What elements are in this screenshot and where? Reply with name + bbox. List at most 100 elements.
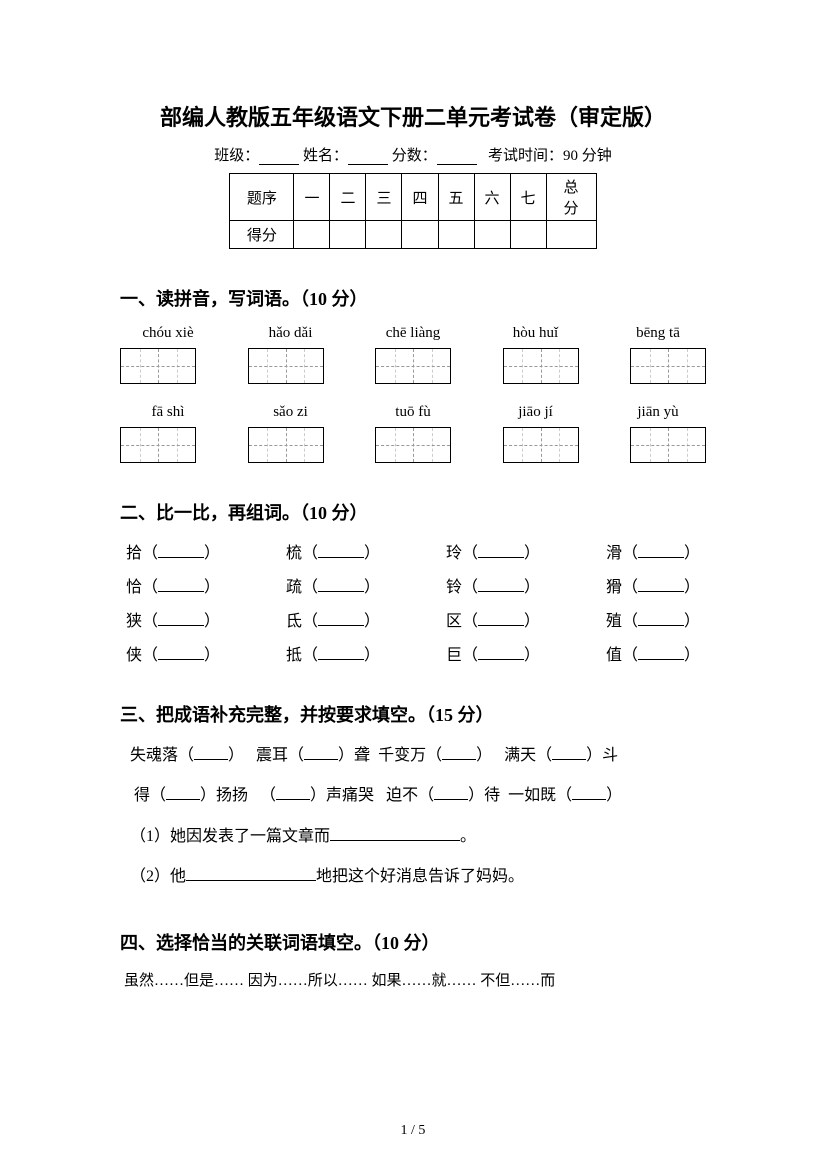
compare-item: 抵（）: [286, 641, 380, 665]
compare-blank[interactable]: [158, 544, 204, 558]
compare-row: 狭（）氐（）区（）殖（）: [120, 607, 706, 631]
score-cell[interactable]: [474, 221, 510, 249]
score-blank[interactable]: [437, 150, 477, 165]
fill-sentence-1: （1）她因发表了一篇文章而。: [120, 822, 706, 852]
char-box[interactable]: [630, 348, 706, 384]
score-cell[interactable]: [402, 221, 438, 249]
score-row-label: 得分: [230, 221, 294, 249]
name-label: 姓名：: [303, 148, 348, 164]
score-table: 题序 一 二 三 四 五 六 七 总分 得分: [229, 173, 596, 249]
section-4-header: 四、选择恰当的关联词语填空。（10 分）: [120, 929, 706, 955]
compare-item: 玲（）: [446, 539, 540, 563]
idiom-text: 震耳（: [256, 747, 304, 764]
compare-item: 区（ ）: [446, 607, 540, 631]
pinyin-item: jiāo jí: [488, 404, 584, 421]
score-cell[interactable]: [294, 221, 330, 249]
compare-blank[interactable]: [158, 612, 204, 626]
char-box[interactable]: [375, 348, 451, 384]
compare-blank[interactable]: [478, 578, 524, 592]
compare-blank[interactable]: [638, 578, 684, 592]
fill-blank[interactable]: [186, 867, 316, 881]
char-box[interactable]: [120, 348, 196, 384]
compare-row: 拾（）梳（）玲（）滑（）: [120, 539, 706, 563]
pinyin-item: tuō fù: [365, 404, 461, 421]
compare-blank[interactable]: [158, 646, 204, 660]
box-row-2: [120, 427, 706, 463]
idiom-blank[interactable]: [304, 746, 338, 760]
idiom-blank[interactable]: [572, 786, 606, 800]
compare-close: ）: [684, 545, 700, 562]
compare-blank[interactable]: [318, 544, 364, 558]
score-cell[interactable]: [438, 221, 474, 249]
name-blank[interactable]: [348, 150, 388, 165]
idiom-blank[interactable]: [166, 786, 200, 800]
char-box[interactable]: [248, 348, 324, 384]
box-row-1: [120, 348, 706, 384]
compare-item: 恰（）: [126, 573, 220, 597]
compare-char: 区（: [446, 613, 478, 630]
compare-char: 巨（: [446, 647, 478, 664]
idiom-text: 失魂落（: [130, 747, 194, 764]
score-cell[interactable]: [366, 221, 402, 249]
idiom-blank[interactable]: [194, 746, 228, 760]
idiom-blank[interactable]: [552, 746, 586, 760]
section-3: 三、把成语补充完整，并按要求填空。（15 分） 失魂落（） 震耳（）聋 千变万（…: [120, 701, 706, 893]
compare-item: 值（）: [606, 641, 700, 665]
compare-item: 猾（）: [606, 573, 700, 597]
idiom-text: ）: [228, 747, 244, 764]
compare-close: ）: [524, 647, 540, 664]
compare-blank[interactable]: [478, 544, 524, 558]
compare-item: 滑（ ）: [606, 539, 700, 563]
section-3-header: 三、把成语补充完整，并按要求填空。（15 分）: [120, 701, 706, 727]
idiom-blank[interactable]: [442, 746, 476, 760]
compare-blank[interactable]: [318, 612, 364, 626]
idiom-text: 千变万（: [378, 747, 442, 764]
class-blank[interactable]: [259, 150, 299, 165]
idiom-blank[interactable]: [276, 786, 310, 800]
char-box[interactable]: [375, 427, 451, 463]
compare-blank[interactable]: [638, 612, 684, 626]
class-label: 班级：: [214, 148, 259, 164]
compare-blank[interactable]: [158, 578, 204, 592]
section-2: 二、比一比，再组词。（10 分） 拾（）梳（）玲（）滑（）恰（）疏（）铃（）猾（…: [120, 499, 706, 665]
section-1: 一、读拼音，写词语。（10 分） chóu xiè hǎo dǎi chē li…: [120, 285, 706, 463]
fill-blank[interactable]: [330, 827, 460, 841]
time-label: 考试时间：90 分钟: [488, 148, 612, 164]
compare-blank[interactable]: [318, 578, 364, 592]
score-table-score-row: 得分: [230, 221, 596, 249]
compare-blank[interactable]: [638, 544, 684, 558]
char-box[interactable]: [503, 348, 579, 384]
col-1: 一: [294, 174, 330, 221]
idiom-blank[interactable]: [434, 786, 468, 800]
char-box[interactable]: [248, 427, 324, 463]
char-box[interactable]: [503, 427, 579, 463]
char-box[interactable]: [630, 427, 706, 463]
compare-char: 疏（: [286, 579, 318, 596]
compare-blank[interactable]: [478, 646, 524, 660]
compare-blank[interactable]: [478, 612, 524, 626]
info-line: 班级： 姓名： 分数： 考试时间：90 分钟: [120, 144, 706, 165]
score-cell[interactable]: [330, 221, 366, 249]
compare-char: 滑（: [606, 545, 638, 562]
col-5: 五: [438, 174, 474, 221]
page-title: 部编人教版五年级语文下册二单元考试卷（审定版）: [120, 100, 706, 132]
compare-row: 侠（）抵（）巨（）值（）: [120, 641, 706, 665]
compare-blank[interactable]: [318, 646, 364, 660]
score-cell[interactable]: [510, 221, 546, 249]
compare-close: ）: [364, 613, 380, 630]
fill-text: （2）他: [130, 868, 186, 885]
fill-text: （1）她因发表了一篇文章而: [130, 828, 330, 845]
score-cell[interactable]: [546, 221, 596, 249]
compare-close: ）: [204, 647, 220, 664]
compare-item: 巨（ ）: [446, 641, 540, 665]
compare-item: 狭（）: [126, 607, 220, 631]
compare-close: ）: [204, 579, 220, 596]
compare-char: 梳（: [286, 545, 318, 562]
compare-blank[interactable]: [638, 646, 684, 660]
compare-close: ）: [524, 613, 540, 630]
char-box[interactable]: [120, 427, 196, 463]
idiom-text: 得（: [134, 787, 166, 804]
pinyin-item: fā shì: [120, 404, 216, 421]
pinyin-item: sǎo zi: [243, 404, 339, 421]
compare-close: ）: [364, 579, 380, 596]
